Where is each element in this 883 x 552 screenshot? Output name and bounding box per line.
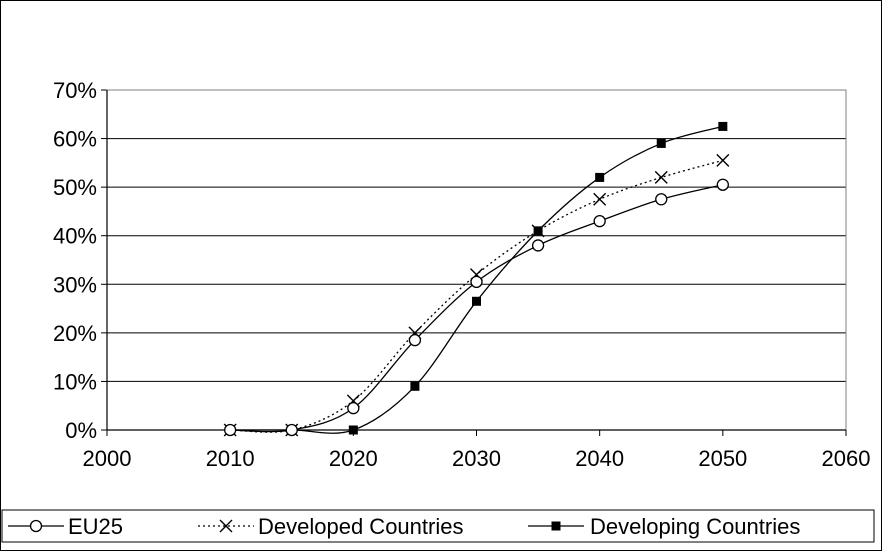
data-point bbox=[656, 138, 666, 148]
axes bbox=[106, 90, 847, 436]
y-tick-label: 50% bbox=[53, 175, 97, 200]
legend: EU25 Developed Countries Developing Countr… bbox=[1, 509, 875, 543]
series-markers bbox=[223, 121, 730, 437]
data-point bbox=[716, 178, 729, 191]
data-point bbox=[593, 214, 606, 228]
data-point bbox=[718, 121, 728, 131]
data-point bbox=[472, 296, 481, 306]
data-point bbox=[531, 239, 545, 252]
series-line bbox=[230, 184, 723, 433]
legend-marker bbox=[551, 521, 561, 531]
data-point bbox=[593, 192, 607, 206]
data-point bbox=[531, 224, 545, 238]
data-point bbox=[285, 423, 298, 437]
data-point bbox=[716, 153, 730, 167]
x-tick-label: 2060 bbox=[822, 446, 871, 471]
y-tick-label: 70% bbox=[53, 78, 97, 103]
legend-marker bbox=[219, 519, 233, 533]
data-point bbox=[655, 193, 668, 206]
y-tick-label: 60% bbox=[53, 127, 97, 152]
x-tick-label: 2000 bbox=[83, 446, 132, 471]
legend-label: Developed Countries bbox=[258, 514, 463, 539]
plot-area-border bbox=[106, 89, 847, 431]
data-point bbox=[654, 170, 668, 184]
x-tick-label: 2030 bbox=[452, 446, 501, 471]
data-point bbox=[408, 333, 422, 347]
x-tick-labels: 2000 2010 2020 2030 2040 2050 2060 bbox=[83, 446, 871, 471]
data-point bbox=[410, 381, 420, 391]
x-tick-label: 2050 bbox=[698, 446, 747, 471]
x-tick-label: 2010 bbox=[206, 446, 255, 471]
y-tick-label: 10% bbox=[53, 369, 97, 394]
y-tick-label: 20% bbox=[53, 321, 97, 346]
x-tick-label: 2020 bbox=[329, 446, 378, 471]
y-tick-labels: 0% 10% 20% 30% 40% 50% 60% 70% bbox=[53, 78, 97, 443]
gridlines bbox=[101, 89, 846, 431]
x-tick-label: 2040 bbox=[575, 446, 624, 471]
legend-label: Developing Countries bbox=[590, 514, 800, 539]
y-tick-label: 40% bbox=[53, 224, 97, 249]
series-line bbox=[230, 159, 724, 433]
legend-marker bbox=[29, 519, 43, 533]
data-point bbox=[224, 423, 237, 437]
data-point bbox=[470, 275, 483, 289]
y-tick-label: 30% bbox=[53, 272, 97, 297]
legend-label: EU25 bbox=[68, 514, 123, 539]
data-point bbox=[348, 425, 358, 435]
data-point bbox=[347, 401, 360, 415]
y-tick-label: 0% bbox=[65, 418, 97, 443]
data-point bbox=[595, 172, 605, 182]
legend-box bbox=[1, 509, 875, 543]
